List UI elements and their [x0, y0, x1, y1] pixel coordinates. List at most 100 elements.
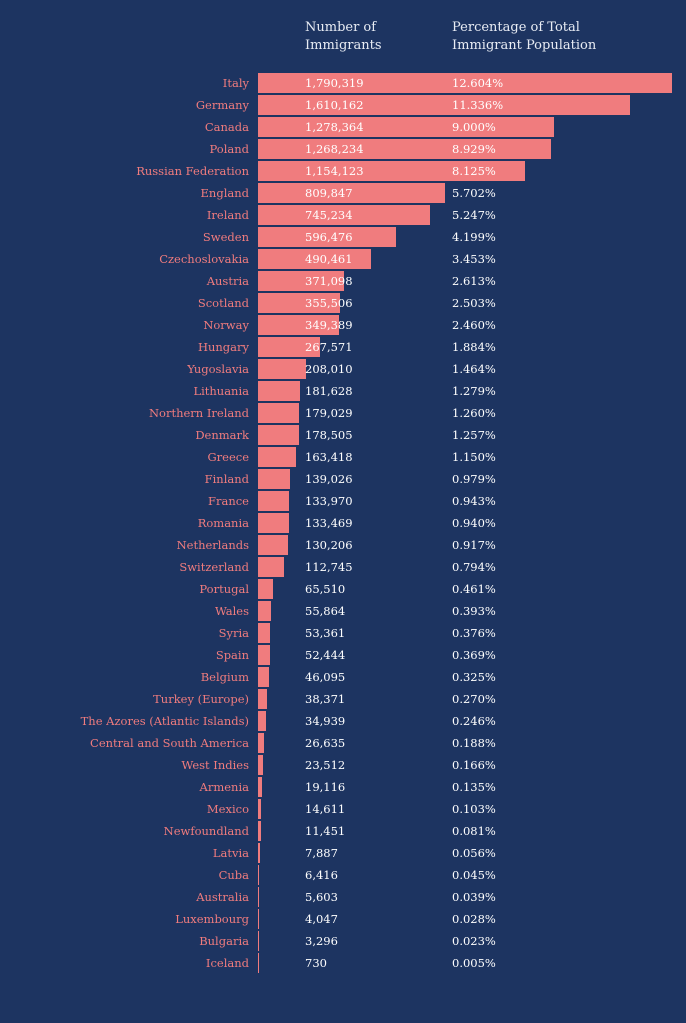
value-label: 5,603	[305, 890, 338, 904]
percent-label: 0.270%	[452, 692, 496, 706]
category-label: Hungary	[197, 340, 249, 354]
category-label: Belgium	[200, 670, 249, 684]
chart-row: Luxembourg 4,047 0.028%	[0, 908, 686, 930]
bar	[258, 161, 525, 181]
category-label: France	[208, 494, 249, 508]
category-label: Poland	[209, 142, 250, 156]
value-label: 11,451	[305, 824, 346, 838]
category-label: Cuba	[218, 868, 249, 882]
bar	[258, 645, 271, 665]
chart-row: Wales 55,864 0.393%	[0, 600, 686, 622]
category-label: Finland	[204, 472, 249, 486]
bar	[258, 425, 300, 445]
percent-label: 0.393%	[452, 604, 496, 618]
percent-label: 2.613%	[452, 274, 496, 288]
value-label: 34,939	[305, 714, 346, 728]
header-number-line-1: Number of	[305, 20, 377, 35]
value-label: 65,510	[305, 582, 346, 596]
chart-row: England 809,847 5.702%	[0, 182, 686, 204]
value-label: 163,418	[305, 450, 353, 464]
bar	[258, 623, 271, 643]
percent-label: 0.794%	[452, 560, 496, 574]
percent-label: 11.336%	[452, 98, 504, 112]
chart-row: Iceland 730 0.005%	[0, 952, 686, 974]
bar	[258, 711, 267, 731]
value-label: 745,234	[305, 208, 353, 222]
bar	[258, 227, 396, 247]
percent-label: 0.135%	[452, 780, 496, 794]
chart-row: Central and South America 26,635 0.188%	[0, 732, 686, 754]
chart-row: Turkey (Europe) 38,371 0.270%	[0, 688, 686, 710]
chart-row: Cuba 6,416 0.045%	[0, 864, 686, 886]
value-label: 1,268,234	[305, 142, 364, 156]
value-label: 133,469	[305, 516, 353, 530]
category-label: Iceland	[205, 956, 249, 970]
percent-label: 0.188%	[452, 736, 496, 750]
category-label: Portugal	[199, 582, 249, 596]
percent-label: 0.103%	[452, 802, 496, 816]
percent-label: 0.461%	[452, 582, 496, 596]
category-label: Newfoundland	[163, 824, 249, 838]
percent-label: 0.325%	[452, 670, 496, 684]
category-label: Sweden	[202, 230, 249, 244]
chart-row: Newfoundland 11,451 0.081%	[0, 820, 686, 842]
percent-label: 0.979%	[452, 472, 496, 486]
category-label: Italy	[222, 76, 249, 90]
value-label: 371,098	[305, 274, 353, 288]
bar	[258, 733, 265, 753]
header-number-line-2: Immigrants	[305, 38, 382, 53]
bar	[258, 73, 672, 93]
value-label: 1,790,319	[305, 76, 364, 90]
category-label: Australia	[196, 890, 249, 904]
category-label: West Indies	[181, 758, 249, 772]
value-label: 53,361	[305, 626, 346, 640]
percent-label: 0.246%	[452, 714, 496, 728]
category-label: Canada	[204, 120, 249, 134]
chart-row: Mexico 14,611 0.103%	[0, 798, 686, 820]
bar	[258, 931, 259, 951]
percent-label: 1.257%	[452, 428, 496, 442]
bar	[258, 469, 291, 489]
chart-row: West Indies 23,512 0.166%	[0, 754, 686, 776]
value-label: 181,628	[305, 384, 353, 398]
category-label: Czechoslovakia	[159, 252, 249, 266]
bar	[258, 447, 296, 467]
bar	[258, 557, 285, 577]
value-label: 179,029	[305, 406, 353, 420]
category-label: Austria	[206, 274, 249, 288]
value-label: 139,026	[305, 472, 353, 486]
bar	[258, 865, 260, 885]
percent-label: 8.929%	[452, 142, 496, 156]
chart-row: Germany 1,610,162 11.336%	[0, 94, 686, 116]
category-label: Wales	[214, 604, 249, 618]
percent-label: 2.503%	[452, 296, 496, 310]
bar	[258, 381, 300, 401]
category-label: Bulgaria	[199, 934, 249, 948]
chart-row: Portugal 65,510 0.461%	[0, 578, 686, 600]
value-label: 4,047	[305, 912, 338, 926]
category-label: Lithuania	[193, 384, 249, 398]
chart-row: Ireland 745,234 5.247%	[0, 204, 686, 226]
category-label: Greece	[207, 450, 249, 464]
percent-label: 4.199%	[452, 230, 496, 244]
percent-label: 0.056%	[452, 846, 496, 860]
category-label: Netherlands	[176, 538, 249, 552]
value-label: 208,010	[305, 362, 353, 376]
value-label: 7,887	[305, 846, 338, 860]
percent-label: 0.028%	[452, 912, 496, 926]
percent-label: 0.081%	[452, 824, 496, 838]
percent-label: 0.045%	[452, 868, 496, 882]
bar	[258, 689, 267, 709]
value-label: 3,296	[305, 934, 338, 948]
bar	[258, 205, 431, 225]
percent-label: 0.369%	[452, 648, 496, 662]
bar	[258, 359, 307, 379]
bar	[258, 249, 372, 269]
chart-row: Sweden 596,476 4.199%	[0, 226, 686, 248]
bar	[258, 667, 269, 687]
value-label: 355,506	[305, 296, 353, 310]
percent-label: 5.247%	[452, 208, 496, 222]
chart-row: Norway 349,389 2.460%	[0, 314, 686, 336]
value-label: 133,970	[305, 494, 353, 508]
value-label: 809,847	[305, 186, 353, 200]
